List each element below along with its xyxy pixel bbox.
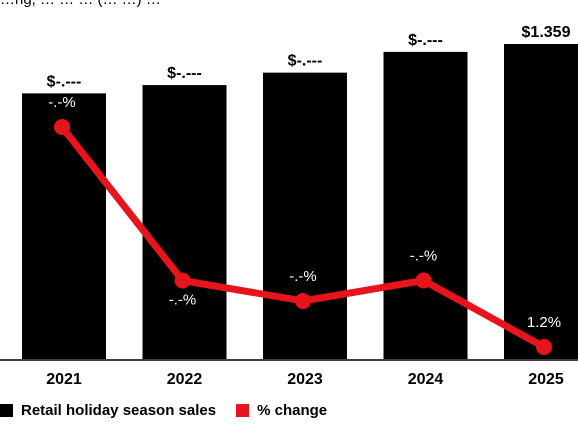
change-label-2023: -.-% [289, 268, 317, 285]
bar-2021 [22, 93, 106, 359]
change-point-2023 [295, 292, 311, 309]
legend-swatch-change [236, 403, 250, 417]
legend-item-sales: Retail holiday season sales [0, 402, 216, 419]
legend-item-change: % change [236, 402, 327, 419]
change-point-2022 [174, 272, 191, 289]
x-tick-label-2021: 2021 [46, 371, 82, 388]
header-partial-text: …ng, … … … (… …) … [0, 0, 161, 8]
bar-2023 [263, 72, 347, 360]
x-tick-label-2023: 2023 [287, 371, 323, 388]
legend-label-change: % change [257, 401, 328, 419]
change-point-2025 [536, 339, 552, 355]
x-tick-label-2025: 2025 [528, 371, 564, 388]
x-tick-label-2024: 2024 [408, 371, 444, 388]
legend-swatch-sales [0, 403, 13, 417]
bar-label-2025: $1.359 [522, 24, 571, 41]
change-label-2024: -.-% [410, 247, 438, 264]
bar-label-2022: $-.--- [167, 65, 202, 82]
legend: Retail holiday season sales % change [0, 399, 347, 421]
change-point-2024 [415, 272, 432, 289]
change-label-2022: -.-% [169, 291, 197, 308]
legend-label-sales: Retail holiday season sales [21, 401, 217, 419]
change-label-2021: -.-% [48, 94, 76, 111]
x-tick-label-2022: 2022 [167, 371, 203, 388]
change-label-2025: 1.2% [527, 314, 561, 331]
bar-label-2024: $-.--- [408, 32, 443, 49]
change-point-2021 [54, 119, 70, 135]
bar-label-2023: $-.--- [288, 53, 323, 70]
bar-2022 [142, 85, 227, 359]
bar-2025 [504, 44, 578, 359]
bar-2024 [383, 51, 468, 359]
bar-label-2021: $-.--- [47, 73, 82, 90]
